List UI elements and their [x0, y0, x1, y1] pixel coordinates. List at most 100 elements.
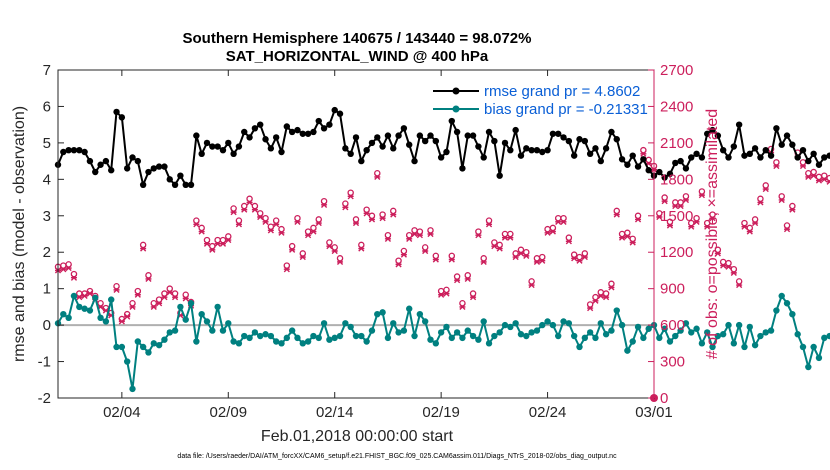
bias-point [799, 343, 807, 351]
bias-point [358, 332, 365, 340]
legend-rmse-marker [452, 87, 460, 95]
obs-possible-point [246, 195, 253, 203]
bias-point [262, 331, 269, 338]
obs-possible-point [581, 250, 589, 257]
right-tick-label: 1200 [660, 244, 693, 261]
rmse-point [384, 132, 392, 139]
obs-assimilated-point [682, 196, 690, 204]
right-tick-label: 900 [660, 281, 685, 298]
rmse-point [826, 152, 830, 159]
obs-possible-point [634, 212, 642, 220]
obs-assimilated-point [698, 192, 705, 199]
obs-assimilated-point [379, 215, 386, 222]
rmse-point [145, 168, 152, 176]
rmse-point [139, 181, 147, 188]
left-tick-label: 5 [43, 135, 51, 152]
obs-possible-point [757, 195, 764, 203]
obs-assimilated-point [629, 239, 636, 246]
bias-point [326, 336, 333, 343]
rmse-point [549, 130, 557, 137]
rmse-point [225, 139, 232, 147]
obs-assimilated-point [826, 178, 830, 185]
bias-point [166, 329, 173, 336]
rmse-point [294, 126, 301, 134]
bias-point [336, 332, 344, 340]
rmse-point [171, 181, 179, 188]
obs-assimilated-point [512, 253, 519, 261]
obs-possible-point [570, 251, 578, 258]
left-tick-label: 6 [43, 98, 51, 115]
obs-possible-point [762, 182, 770, 189]
obs-assimilated-point [336, 258, 344, 266]
obs-possible-point [139, 241, 147, 249]
bias-point [778, 292, 785, 300]
obs-possible-point [379, 211, 386, 218]
bias-point [294, 334, 301, 342]
bias-point [704, 329, 711, 336]
rmse-point [416, 132, 424, 139]
obs-assimilated-point [597, 292, 604, 300]
left-tick-label: 2 [43, 244, 51, 261]
bias-point [145, 349, 152, 356]
left-tick-label: 3 [43, 208, 51, 225]
rmse-point [304, 130, 312, 137]
rmse-point [677, 157, 684, 165]
obs-possible-point [751, 216, 759, 223]
bias-point [783, 300, 791, 307]
bias-point [129, 385, 136, 393]
rmse-point [565, 137, 573, 145]
rmse-point [624, 161, 631, 168]
obs-possible-point [145, 272, 152, 279]
obs-possible-point [443, 286, 450, 294]
obs-assimilated-point [576, 257, 583, 264]
bias-point [384, 334, 392, 342]
bias-point [475, 336, 482, 343]
obs-possible-point [384, 231, 392, 239]
rmse-point [374, 134, 381, 141]
data-file-footer: data file: /Users/raeder/DAI/ATM_forcXX/… [177, 453, 617, 460]
bias-point [177, 303, 184, 311]
obs-assimilated-point [347, 193, 354, 200]
rmse-point [469, 132, 477, 139]
obs-assimilated-point [661, 198, 668, 205]
bias-point [81, 305, 88, 312]
rmse-point [187, 181, 195, 188]
rmse-point [230, 150, 237, 158]
rmse-point [411, 157, 418, 165]
bias-point [762, 329, 769, 336]
bias-point [565, 320, 573, 327]
obs-possible-point [182, 291, 189, 298]
bias-point [320, 320, 328, 327]
obs-possible-point [70, 270, 78, 278]
bias-point [155, 341, 163, 349]
obs-possible-point [624, 229, 631, 237]
rmse-point [762, 146, 769, 154]
obs-assimilated-point [720, 262, 727, 269]
obs-possible-point [294, 214, 301, 222]
rmse-point [331, 106, 338, 114]
obs-assimilated-point [565, 238, 572, 245]
obs-assimilated-point [432, 256, 439, 263]
rmse-point [150, 165, 157, 172]
obs-assimilated-point [523, 252, 530, 259]
left-tick-label: -2 [38, 390, 51, 407]
bias-point [480, 318, 487, 325]
bias-point [757, 332, 764, 340]
bias-point [406, 305, 413, 312]
rmse-point [123, 165, 131, 172]
bias-point [656, 334, 663, 342]
bias-point [278, 340, 285, 347]
obs-assimilated-point [746, 228, 753, 235]
obs-assimilated-point [60, 266, 67, 273]
obs-possible-point [703, 219, 711, 227]
bias-point [677, 327, 684, 334]
rmse-point [805, 157, 812, 165]
rmse-point [789, 141, 796, 148]
rmse-point [533, 146, 541, 154]
rmse-point [666, 170, 674, 178]
bias-point [390, 320, 397, 327]
rmse-point [198, 150, 205, 158]
rmse-point [613, 136, 620, 143]
obs-assimilated-point [283, 266, 290, 273]
obs-assimilated-point [86, 290, 94, 297]
